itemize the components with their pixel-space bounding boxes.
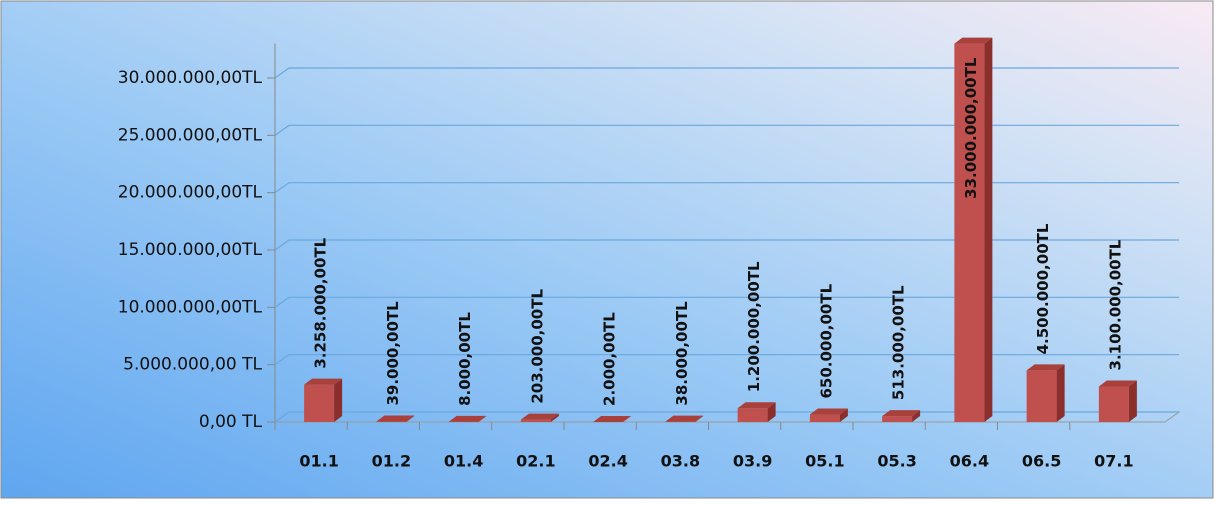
value-label: 4.500.000,00TL (1034, 223, 1052, 354)
value-label: 2.000,00TL (601, 312, 619, 406)
value-label: 3.100.000,00TL (1106, 239, 1124, 370)
value-label: 33.000.000,00TL (962, 57, 980, 199)
grid-line (274, 296, 1179, 308)
bar (1098, 386, 1129, 422)
x-tick-label: 02.4 (588, 452, 627, 471)
bar (882, 416, 913, 422)
bar-top (593, 415, 632, 422)
value-label: 513.000,00TL (890, 285, 908, 400)
bar (1026, 370, 1057, 422)
bar-top (882, 410, 921, 417)
x-tick-label: 03.9 (733, 452, 772, 471)
bar (520, 419, 551, 422)
x-tick-label: 01.2 (372, 452, 411, 471)
bar-side (1056, 364, 1065, 422)
bar-side (406, 415, 415, 422)
y-tick-label: 15.000.000,00TL (118, 240, 263, 260)
value-label: 38.000,00TL (673, 301, 691, 406)
value-label: 1.200.000,00TL (745, 261, 763, 392)
bar-side (984, 37, 993, 422)
bar-side (1128, 380, 1137, 422)
value-label: 8.000,00TL (456, 312, 474, 406)
value-label: 3.258.000,00TL (312, 237, 330, 368)
bar-side (334, 378, 343, 422)
grid-line (274, 239, 1179, 251)
bar-top (954, 37, 993, 44)
grid-line (274, 354, 1179, 366)
value-label: 203.000,00TL (528, 289, 546, 404)
bar-top (809, 408, 848, 415)
y-tick-label: 10.000.000,00TL (118, 297, 263, 317)
y-tick-label: 30.000.000,00TL (118, 68, 263, 88)
value-label: 650.000,00TL (817, 283, 835, 398)
y-tick-label: 0,00 TL (199, 412, 263, 432)
bar-side (839, 408, 848, 422)
bar-top (304, 378, 343, 385)
x-tick-label: 03.8 (661, 452, 700, 471)
y-tick-label: 5.000.000,00 TL (123, 355, 262, 375)
x-tick-label: 05.1 (805, 452, 844, 471)
bar-side (550, 413, 559, 422)
bar (954, 43, 985, 422)
bar-top (448, 415, 487, 422)
x-tick-label: 02.1 (516, 452, 555, 471)
x-tick-label: 05.3 (877, 452, 916, 471)
bar-top (520, 413, 559, 420)
value-label: 39.000,00TL (384, 301, 402, 406)
bar-top (1026, 364, 1065, 371)
bar-side (912, 410, 921, 422)
y-tick-label: 20.000.000,00TL (118, 183, 263, 203)
bar-side (623, 415, 632, 422)
grid-line (274, 67, 1179, 79)
bar-side (767, 402, 776, 422)
grid-line (274, 411, 1179, 423)
bar-top (665, 415, 704, 422)
bar-top (737, 402, 776, 409)
bar-side (695, 415, 704, 422)
bar (737, 408, 768, 422)
x-tick-label: 06.4 (950, 452, 989, 471)
grid-line (274, 124, 1179, 136)
x-tick-label: 01.4 (444, 452, 483, 471)
x-tick-label: 01.1 (299, 452, 338, 471)
bar-side (478, 415, 487, 422)
x-tick-label: 06.5 (1022, 452, 1061, 471)
x-tick-label: 07.1 (1094, 452, 1133, 471)
y-tick-label: 25.000.000,00TL (118, 125, 263, 145)
grid-line (274, 182, 1179, 194)
bar-top (1098, 380, 1137, 387)
bar (809, 414, 840, 422)
bar (304, 384, 335, 422)
bar-top (376, 415, 415, 422)
